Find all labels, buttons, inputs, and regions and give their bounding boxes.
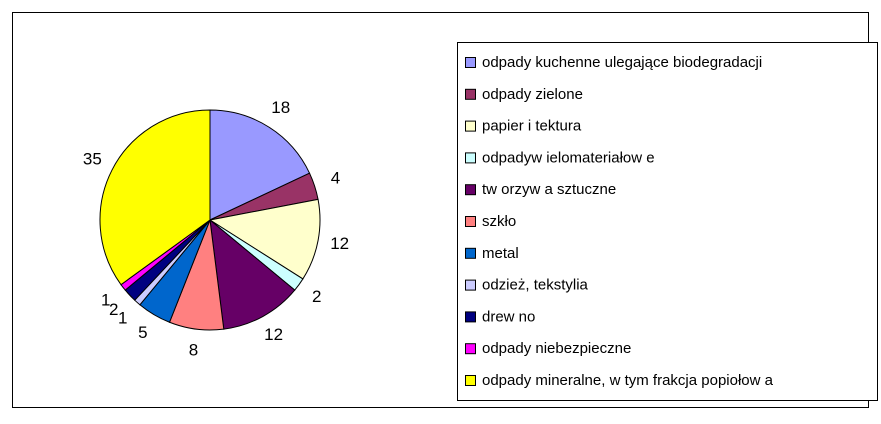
data-label: 18: [271, 98, 290, 117]
legend-swatch: [465, 88, 476, 100]
legend-label: papier i tektura: [482, 118, 582, 135]
pie-slice: [99, 109, 211, 286]
data-label: 1: [101, 290, 110, 309]
legend-swatch: [465, 311, 476, 323]
legend-label: odpady mineralne, w tym frakcja popiołow…: [482, 372, 774, 389]
legend-swatch: [465, 216, 476, 227]
legend-swatch: [465, 184, 476, 196]
legend-label: odpadyw ielomateriałow e: [482, 149, 655, 166]
data-label: 2: [312, 287, 321, 306]
legend-label: szkło: [482, 213, 516, 230]
pie-slice: [209, 109, 311, 221]
legend-swatch: [465, 343, 476, 355]
legend-label: odpady kuchenne ulegające biodegradacji: [482, 54, 762, 71]
data-label: 1: [118, 308, 127, 327]
data-label: 35: [83, 150, 102, 169]
legend-swatch: [465, 57, 476, 68]
legend-label: odzież, tekstylia: [482, 277, 589, 294]
legend-swatch: [465, 375, 476, 386]
legend-box: [457, 42, 878, 401]
data-label: 2: [109, 300, 118, 319]
legend-label: odpady niebezpieczne: [482, 340, 631, 357]
data-label: 12: [330, 234, 349, 253]
legend-swatch: [465, 279, 476, 291]
data-label: 8: [189, 340, 198, 359]
legend-swatch: [465, 120, 476, 132]
legend-label: metal: [482, 245, 519, 262]
legend-swatch: [465, 247, 476, 259]
legend-label: tw orzyw a sztuczne: [482, 181, 616, 198]
legend-label: drew no: [482, 308, 535, 325]
pie-slice: [208, 198, 321, 280]
legend-label: odpady zielone: [482, 86, 583, 103]
data-label: 5: [138, 323, 147, 342]
data-label: 4: [331, 169, 340, 188]
legend-swatch: [465, 152, 476, 164]
pie-slice: [209, 218, 296, 330]
data-label: 12: [264, 325, 283, 344]
